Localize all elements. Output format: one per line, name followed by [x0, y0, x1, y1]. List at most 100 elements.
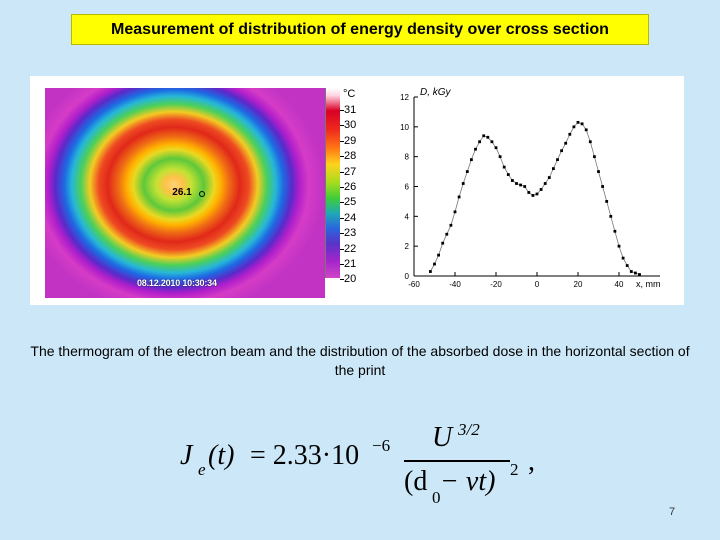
dose-data-point — [478, 140, 481, 144]
dose-data-point — [498, 155, 502, 159]
dose-data-point — [588, 140, 592, 144]
dose-data-point — [560, 149, 563, 153]
formula-exponent: −6 — [372, 436, 391, 455]
dose-data-point — [597, 170, 600, 173]
dose-data-point — [629, 270, 633, 273]
dose-data-point — [547, 176, 551, 179]
dose-data-point — [429, 270, 432, 273]
colorbar-tick-label: 23 — [339, 227, 357, 240]
dose-data-point — [437, 253, 440, 257]
dose-series-line — [430, 121, 640, 275]
colorbar-tick-label: 30 — [339, 119, 357, 132]
x-tick-label: 40 — [615, 280, 624, 289]
colorbar-tick-label: 20 — [339, 273, 357, 286]
dose-data-point — [515, 182, 518, 185]
colorbar-tick-label: 22 — [339, 242, 357, 255]
dose-data-point — [576, 120, 580, 124]
colorbar-tick-label: 26 — [339, 181, 357, 193]
dose-data-point — [593, 155, 596, 159]
dose-distribution-chart: 0 2 4 6 8 10 12 -60 -40 -20 0 20 40 D, kGy x, mm — [400, 87, 661, 289]
formula-denominator: (d — [404, 466, 428, 497]
x-tick-label: -20 — [490, 280, 502, 289]
y-tick-label: 12 — [400, 93, 409, 102]
formula-coefficient: = 2.33·10 — [250, 440, 360, 471]
dose-data-point — [568, 132, 572, 136]
y-tick-label: 4 — [405, 212, 410, 221]
y-axis-label: D, kGy — [420, 87, 452, 98]
y-tick-label: 6 — [405, 183, 410, 192]
dose-data-point — [470, 158, 473, 162]
y-tick-label: 10 — [400, 123, 409, 132]
dose-data-point — [605, 200, 609, 203]
dose-data-point — [449, 223, 453, 227]
dose-data-point — [609, 214, 613, 218]
dose-data-point — [457, 195, 461, 199]
y-tick-label: 0 — [405, 272, 410, 281]
dose-data-point — [638, 273, 641, 276]
dose-data-point — [601, 185, 604, 188]
dose-data-point — [539, 188, 543, 191]
dose-data-point — [490, 140, 494, 144]
dose-data-point — [511, 179, 514, 182]
dose-data-point — [617, 244, 621, 248]
dose-data-point — [482, 134, 486, 138]
page-number: 7 — [668, 506, 676, 518]
formula-lhs-arg: (t) — [208, 440, 235, 471]
colorbar-tick-label: 28 — [339, 150, 357, 163]
x-tick-label: 0 — [535, 280, 540, 289]
colorbar-tick-label: 25 — [339, 196, 357, 209]
dose-data-point — [625, 264, 629, 267]
dose-data-point — [572, 125, 576, 129]
dose-data-point — [445, 232, 449, 236]
formula-lhs-symbol: J — [180, 440, 193, 471]
dose-data-point — [531, 194, 535, 197]
dose-data-point — [584, 128, 588, 132]
dose-data-point — [523, 185, 527, 188]
x-tick-label: -40 — [449, 280, 461, 289]
dose-data-point — [527, 191, 531, 194]
formula-fraction-line — [404, 460, 510, 462]
x-tick-label: 20 — [574, 280, 583, 289]
formula-denominator-sub: 0 — [432, 488, 441, 507]
dose-data-point — [506, 173, 510, 176]
x-tick-label: -60 — [408, 280, 420, 289]
x-axis-label: x, mm — [636, 279, 661, 289]
dose-data-point — [535, 192, 539, 196]
dose-data-point — [613, 229, 617, 233]
dose-data-point — [621, 256, 625, 260]
dose-data-point — [465, 170, 469, 173]
dose-data-point — [441, 241, 445, 245]
slide-title: Measurement of distribution of energy de… — [71, 14, 649, 45]
thermogram-image: 26.1 08.12.2010 10:30:34 — [45, 88, 325, 298]
y-tick-label: 2 — [405, 242, 410, 251]
dose-data-point — [502, 165, 506, 169]
colorbar-tick-label: 21 — [339, 258, 357, 270]
thermogram-spot-value: 26.1 — [165, 184, 205, 202]
dose-data-point — [519, 183, 522, 187]
colorbar-tick-label: 27 — [339, 165, 357, 178]
dose-data-point — [564, 141, 568, 145]
formula-trailing-comma: , — [528, 446, 535, 477]
formula-denominator-rest: − vt) — [440, 466, 496, 497]
dose-data-point — [453, 210, 457, 214]
dose-data-point — [552, 167, 555, 170]
dose-data-point — [580, 122, 584, 126]
colorbar-unit-label: °C — [343, 88, 356, 100]
formula-numerator: U — [432, 422, 453, 453]
colorbar-tick-label: 29 — [339, 134, 357, 147]
dose-data-point — [474, 147, 477, 151]
colorbar-tick-label: 31 — [339, 104, 357, 116]
dose-data-point — [634, 271, 637, 275]
current-density-formula: J e (t) = 2.33·10 −6 U 3/2 (d 0 − vt) 2 … — [180, 420, 560, 510]
dose-data-point — [556, 158, 559, 162]
y-tick-label: 8 — [405, 153, 410, 162]
formula-denominator-exp: 2 — [510, 460, 519, 479]
figure-caption: The thermogram of the electron beam and … — [30, 343, 690, 378]
dose-data-point — [433, 262, 436, 266]
formula-lhs-sub: e — [198, 460, 206, 479]
formula-numerator-exp: 3/2 — [458, 420, 480, 439]
temperature-colorbar — [325, 88, 340, 278]
thermogram-timestamp: 08.12.2010 10:30:34 — [137, 278, 217, 288]
dose-data-point — [486, 135, 490, 139]
dose-data-point — [543, 182, 547, 185]
